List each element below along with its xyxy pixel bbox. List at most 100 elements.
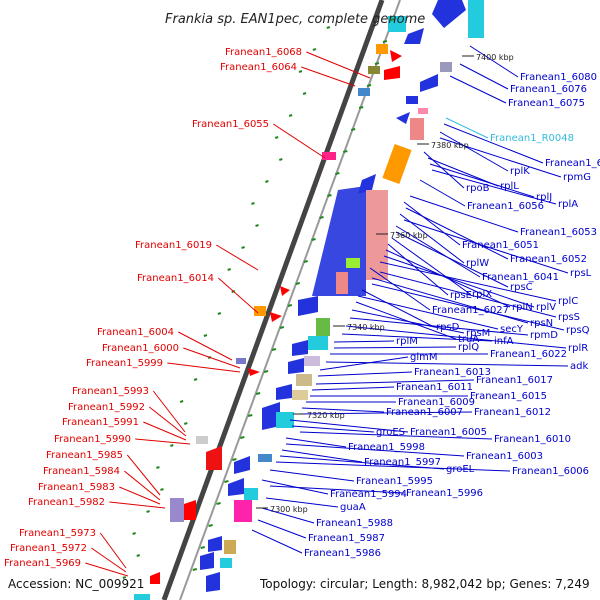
gene-label-right[interactable]: rplN	[512, 302, 533, 313]
gene-label-right[interactable]: Franean1_5998	[348, 442, 425, 453]
gene-block	[440, 62, 452, 72]
gene-label-right[interactable]: rplC	[558, 296, 578, 307]
gene-label-left[interactable]: Franean1_6068	[225, 47, 302, 58]
gene-label-right[interactable]: rpmD	[530, 330, 558, 341]
gene-label-right[interactable]: adk	[570, 361, 588, 372]
gene-label-right[interactable]: rpoB	[466, 183, 490, 194]
gene-label-right[interactable]: rpsM	[466, 328, 490, 339]
gene-label-right[interactable]: Franean1_6027	[432, 305, 509, 316]
gene-label-right[interactable]: Franean1_6011	[396, 382, 473, 393]
gene-label-right[interactable]: rplM	[396, 336, 418, 347]
gene-block	[316, 318, 330, 336]
gene-label-left[interactable]: Franean1_6000	[102, 343, 179, 354]
gene-label-right[interactable]: Franean1_R0048	[490, 133, 574, 144]
gene-label-right[interactable]: Franean1_6003	[466, 451, 543, 462]
gene-label-left[interactable]: Franean1_5972	[10, 543, 87, 554]
gene-block	[376, 44, 388, 54]
gene-label-right[interactable]: rpsN	[530, 318, 553, 329]
gene-label-right[interactable]: Franean1_6005	[410, 427, 487, 438]
gene-label-right[interactable]: Franean1_5987	[308, 533, 385, 544]
gene-arrow	[280, 286, 290, 296]
gene-label-right[interactable]: Franean1_6017	[476, 375, 553, 386]
gene-label-right[interactable]: rplV	[536, 302, 556, 313]
gene-label-right[interactable]: Franean1_6006	[512, 466, 589, 477]
gene-label-right[interactable]: rpsD	[436, 322, 460, 333]
gene-label-right[interactable]: rplK	[510, 166, 530, 177]
gene-label-right[interactable]: guaA	[340, 502, 366, 513]
gene-label-right[interactable]: rplX	[472, 289, 492, 300]
gene-label-right[interactable]: rpsL	[570, 268, 592, 279]
gene-label-right[interactable]: rplJ	[536, 192, 552, 203]
gene-label-right[interactable]: Franean1_6056	[467, 201, 544, 212]
gene-label-left[interactable]: Franean1_5973	[19, 528, 96, 539]
gene-label-right[interactable]: Franean1_6041	[482, 272, 559, 283]
gene-label-right[interactable]: Franean1_6022	[490, 349, 567, 360]
gene-arrow	[292, 340, 308, 356]
gene-label-right[interactable]: Franean1_6007	[386, 407, 463, 418]
gene-label-right[interactable]: rplQ	[458, 342, 479, 353]
gene-label-right[interactable]: Franean1_6065	[545, 158, 600, 169]
gene-label-right[interactable]: rplA	[558, 199, 578, 210]
gene-label-right[interactable]: Franean1_6052	[510, 254, 587, 265]
gene-label-left[interactable]: Franean1_6019	[135, 240, 212, 251]
accession-text: Accession: NC_009921	[8, 577, 144, 591]
gene-label-right[interactable]: infA	[494, 336, 514, 347]
gene-label-left[interactable]: Franean1_5993	[72, 386, 149, 397]
gene-label-right[interactable]: rpsQ	[566, 325, 590, 336]
gene-label-right[interactable]: Franean1_5986	[304, 548, 381, 559]
gene-label-left[interactable]: Franean1_5992	[68, 402, 145, 413]
gene-label-right[interactable]: Franean1_5997	[364, 457, 441, 468]
gene-label-right[interactable]: secY	[500, 324, 524, 335]
gene-label-right[interactable]: Franean1_6010	[494, 434, 571, 445]
gene-label-right[interactable]: Franean1_5994	[330, 489, 407, 500]
gene-block	[410, 118, 424, 140]
gene-label-right[interactable]: glmM	[410, 352, 438, 363]
gene-label-right[interactable]: rpmG	[563, 172, 591, 183]
gene-arrow	[248, 368, 260, 376]
gene-label-left[interactable]: Franean1_5991	[62, 417, 139, 428]
gene-arrow	[390, 50, 402, 62]
gene-label-right[interactable]: Franean1_6015	[470, 391, 547, 402]
gene-label-right[interactable]: Franean1_6013	[414, 367, 491, 378]
gene-label-right[interactable]: rpsE	[450, 290, 472, 301]
kbp-marker: 7360 kbp	[390, 231, 428, 240]
gene-label-right[interactable]: rplW	[466, 258, 489, 269]
gene-label-right[interactable]: Franean1_6053	[520, 227, 597, 238]
map-title: Frankia sp. EAN1pec, complete genome	[165, 12, 425, 27]
gene-label-left[interactable]: Franean1_5982	[28, 497, 105, 508]
gene-label-left[interactable]: Franean1_6014	[137, 273, 214, 284]
gene-label-right[interactable]: Franean1_5996	[406, 488, 483, 499]
gene-label-right[interactable]: groES	[376, 427, 405, 438]
topology-text: Topology: circular; Length: 8,982,042 bp…	[259, 577, 590, 591]
gene-ribosomal-cluster	[366, 190, 388, 280]
gene-label-left[interactable]: Franean1_5985	[46, 450, 123, 461]
gene-label-left[interactable]: Franean1_6055	[192, 119, 269, 130]
gene-label-right[interactable]: Franean1_6009	[398, 397, 475, 408]
gene-label-right[interactable]: rplL	[500, 181, 519, 192]
gene-arrow	[206, 446, 222, 470]
gene-label-left[interactable]: Franean1_5984	[43, 466, 120, 477]
gene-label-left[interactable]: Franean1_5983	[38, 482, 115, 493]
gene-label-left[interactable]: Franean1_5990	[54, 434, 131, 445]
gene-label-left[interactable]: Franean1_6004	[97, 327, 174, 338]
gene-label-left[interactable]: Franean1_5969	[4, 558, 81, 569]
gene-label-right[interactable]: Franean1_5995	[356, 476, 433, 487]
gene-block	[258, 454, 272, 462]
gene-block	[406, 96, 418, 104]
gene-arrow	[150, 572, 160, 584]
gene-label-right[interactable]: truA	[458, 334, 479, 345]
gene-label-right[interactable]: rpsS	[558, 312, 580, 323]
gene-label-left[interactable]: Franean1_5999	[86, 358, 163, 369]
gene-label-right[interactable]: Franean1_5988	[316, 518, 393, 529]
gene-label-right[interactable]: Franean1_6075	[508, 98, 585, 109]
gene-label-right[interactable]: Franean1_6051	[462, 240, 539, 251]
gene-block	[276, 412, 294, 428]
gene-label-right[interactable]: Franean1_6076	[510, 84, 587, 95]
gene-label-right[interactable]: rplR	[568, 343, 588, 354]
gene-label-right[interactable]: Franean1_6012	[474, 407, 551, 418]
gene-label-left[interactable]: Franean1_6064	[220, 62, 297, 73]
gene-label-right[interactable]: rpsC	[510, 282, 533, 293]
gene-label-right[interactable]: groEL	[446, 464, 475, 475]
gene-label-right[interactable]: Franean1_6080	[520, 72, 597, 83]
